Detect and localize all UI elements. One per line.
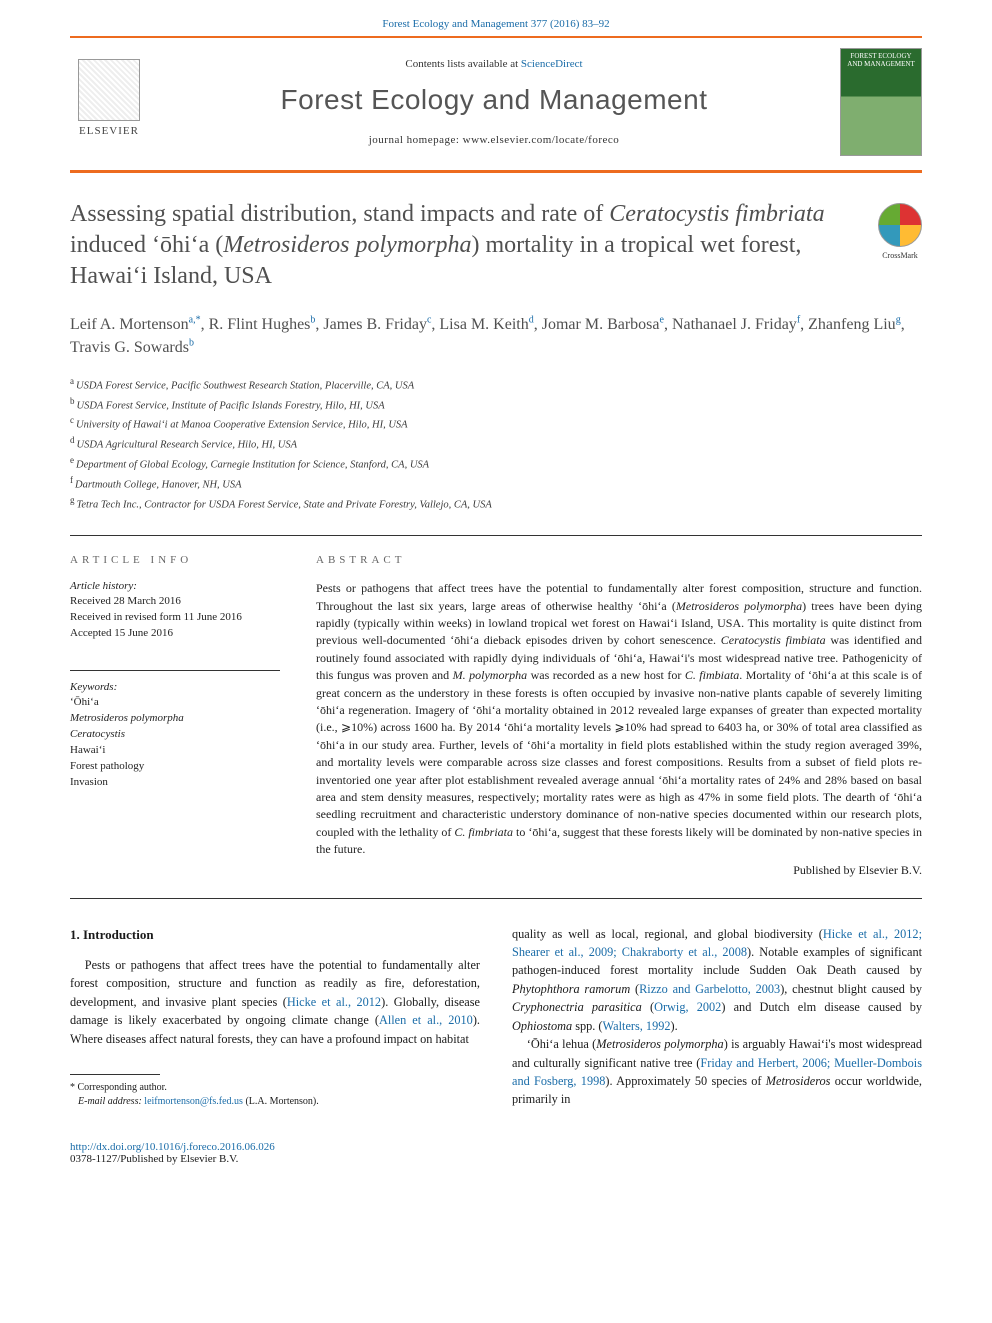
keyword-item: Hawaiʻi: [70, 743, 280, 759]
keywords-label: Keywords:: [70, 681, 280, 693]
elsevier-label: ELSEVIER: [79, 125, 139, 137]
intro-paragraph-1: Pests or pathogens that affect trees hav…: [70, 956, 480, 1048]
keyword-item: Forest pathology: [70, 759, 280, 775]
corresponding-author-note: * Corresponding author.: [70, 1081, 480, 1095]
journal-citation: Forest Ecology and Management 377 (2016)…: [0, 0, 992, 36]
info-divider: [70, 670, 280, 671]
email-author-name: (L.A. Mortenson).: [243, 1096, 319, 1107]
journal-cover-thumbnail[interactable]: FOREST ECOLOGY AND MANAGEMENT: [840, 48, 922, 156]
journal-title: Forest Ecology and Management: [166, 84, 822, 116]
article-info-heading: article info: [70, 554, 280, 566]
divider-bar-top: [70, 36, 922, 38]
section-heading-intro: 1. Introduction: [70, 925, 480, 945]
affiliation-item: dUSDA Agricultural Research Service, Hil…: [70, 434, 922, 454]
body-column-right: quality as well as local, regional, and …: [512, 925, 922, 1110]
crossmark-label: CrossMark: [878, 251, 922, 260]
affiliation-item: gTetra Tech Inc., Contractor for USDA Fo…: [70, 494, 922, 514]
affiliation-item: fDartmouth College, Hanover, NH, USA: [70, 474, 922, 494]
article-info-column: article info Article history: Received 2…: [70, 554, 280, 877]
affiliations-list: aUSDA Forest Service, Pacific Southwest …: [70, 375, 922, 513]
history-item: Received 28 March 2016: [70, 594, 280, 610]
contents-line: Contents lists available at ScienceDirec…: [166, 58, 822, 70]
abstract-column: abstract Pests or pathogens that affect …: [316, 554, 922, 877]
affiliation-item: cUniversity of Hawaiʻi at Manoa Cooperat…: [70, 414, 922, 434]
abstract-heading: abstract: [316, 554, 922, 566]
keyword-item: ʻŌhiʻa: [70, 695, 280, 711]
keyword-item: Ceratocystis: [70, 727, 280, 743]
cover-title-text: FOREST ECOLOGY AND MANAGEMENT: [845, 53, 917, 68]
elsevier-tree-icon: [78, 59, 140, 121]
masthead: ELSEVIER Contents lists available at Sci…: [0, 48, 992, 164]
article-history-label: Article history:: [70, 580, 280, 592]
keyword-item: Invasion: [70, 775, 280, 791]
footnote-rule: [70, 1074, 160, 1075]
intro-paragraph-2: ʻŌhiʻa lehua (Metrosideros polymorpha) i…: [512, 1035, 922, 1109]
affiliation-item: aUSDA Forest Service, Pacific Southwest …: [70, 375, 922, 395]
crossmark-badge[interactable]: CrossMark: [878, 199, 922, 260]
publisher-line: Published by Elsevier B.V.: [316, 863, 922, 878]
page-footer: http://dx.doi.org/10.1016/j.foreco.2016.…: [0, 1109, 992, 1187]
affiliation-item: eDepartment of Global Ecology, Carnegie …: [70, 454, 922, 474]
article-title: Assessing spatial distribution, stand im…: [70, 199, 858, 293]
intro-paragraph-1-cont: quality as well as local, regional, and …: [512, 925, 922, 1036]
email-footnote: E-mail address: leifmortenson@fs.fed.us …: [70, 1095, 480, 1109]
elsevier-logo[interactable]: ELSEVIER: [70, 59, 148, 145]
doi-link[interactable]: http://dx.doi.org/10.1016/j.foreco.2016.…: [70, 1141, 275, 1153]
history-item: Accepted 15 June 2016: [70, 626, 280, 642]
copyright-line: 0378-1127/Published by Elsevier B.V.: [70, 1153, 238, 1165]
sciencedirect-link[interactable]: ScienceDirect: [521, 58, 583, 70]
affiliation-item: bUSDA Forest Service, Institute of Pacif…: [70, 395, 922, 415]
body-column-left: 1. Introduction Pests or pathogens that …: [70, 925, 480, 1110]
email-label: E-mail address:: [78, 1096, 142, 1107]
authors-list: Leif A. Mortensona,*, R. Flint Hughesb, …: [70, 313, 922, 359]
divider-rule: [70, 535, 922, 536]
abstract-text: Pests or pathogens that affect trees hav…: [316, 580, 922, 858]
crossmark-icon: [878, 203, 922, 247]
email-link[interactable]: leifmortenson@fs.fed.us: [144, 1096, 243, 1107]
journal-homepage: journal homepage: www.elsevier.com/locat…: [166, 134, 822, 146]
divider-bar-bottom: [70, 170, 922, 173]
contents-prefix: Contents lists available at: [405, 58, 520, 70]
history-item: Received in revised form 11 June 2016: [70, 610, 280, 626]
keyword-item: Metrosideros polymorpha: [70, 711, 280, 727]
